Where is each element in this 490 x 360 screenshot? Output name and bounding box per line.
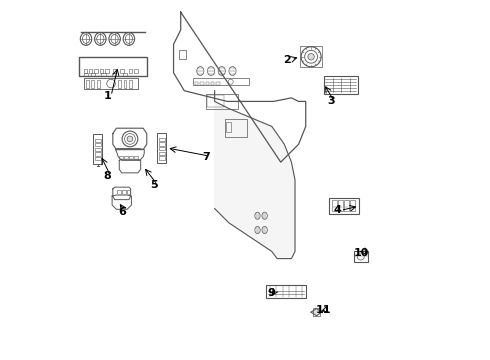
Polygon shape <box>112 195 131 209</box>
Text: 6: 6 <box>118 207 126 217</box>
Text: 1: 1 <box>103 91 111 101</box>
Circle shape <box>127 136 133 142</box>
Polygon shape <box>113 128 147 150</box>
Text: 10: 10 <box>353 248 369 258</box>
Text: 8: 8 <box>103 171 111 181</box>
Polygon shape <box>113 187 131 200</box>
Polygon shape <box>311 309 322 316</box>
Polygon shape <box>215 91 295 258</box>
Polygon shape <box>119 159 141 173</box>
Text: 2: 2 <box>283 55 291 65</box>
Text: 3: 3 <box>327 96 335 107</box>
Text: 11: 11 <box>316 305 331 315</box>
Text: 4: 4 <box>334 205 342 215</box>
Polygon shape <box>173 12 306 162</box>
Circle shape <box>308 54 314 60</box>
Text: 7: 7 <box>202 152 210 162</box>
Text: 9: 9 <box>268 288 276 297</box>
Polygon shape <box>116 149 144 160</box>
Text: 5: 5 <box>150 180 158 190</box>
